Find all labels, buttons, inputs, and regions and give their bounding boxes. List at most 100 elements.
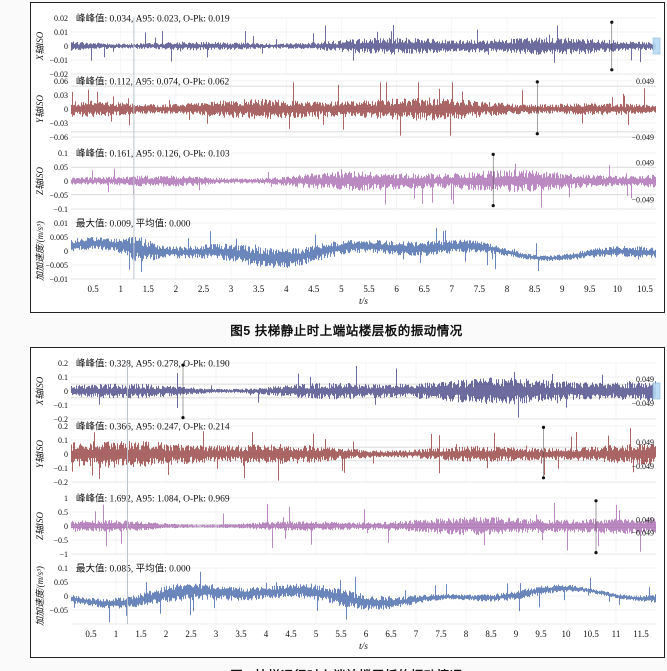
y-tick-label: 0: [64, 387, 68, 396]
panel-z-iso: 0.049 −0.049 峰峰值: 0.161, A95: 0.126, O-Pk:…: [35, 148, 656, 214]
x-tick-label: 9: [560, 284, 565, 294]
x-tick-label: 3: [229, 284, 234, 294]
y-tick-label: 0.05: [54, 163, 68, 172]
y-tick-label: −1: [59, 550, 68, 559]
x-tick-label: 10.5: [583, 629, 599, 639]
peak-marker-dot-bottom: [535, 132, 539, 136]
threshold-label-pos: 0.049: [636, 516, 654, 525]
waveform-trace: [71, 25, 656, 63]
y-tick-label: 0: [64, 105, 68, 114]
y-tick-label: 0.05: [54, 578, 68, 587]
waveform-trace: [71, 503, 656, 552]
y-tick-label: 0.1: [58, 149, 68, 158]
y-tick-label: 0.03: [54, 91, 68, 100]
selection-highlight: [652, 382, 661, 400]
threshold-label-pos: 0.049: [636, 158, 654, 167]
y-axis-label: 加加速度/(m/s³): [35, 221, 45, 281]
panel-jerk: 最大值: 0.009, 平均值: 0.000 0.01 0.005 0 −0.005 −0…: [35, 218, 656, 284]
x-tick-label: 6: [394, 284, 399, 294]
waveform-trace: [71, 163, 656, 208]
y-tick-label: −0.06: [49, 133, 68, 142]
y-tick-label: −0.01: [49, 56, 68, 65]
x-tick-label: 4.5: [285, 629, 297, 639]
y-tick-label: −0.02: [49, 70, 68, 79]
y-tick-label: 1: [64, 494, 68, 503]
figure-6-caption: 图6 扶梯运行时上端站楼层板的振动情况: [30, 665, 663, 671]
peak-marker-dot-top: [594, 499, 598, 503]
y-tick-label: 0.2: [58, 422, 68, 431]
x-tick-label: 1: [118, 284, 123, 294]
y-tick-label: 0: [64, 177, 68, 186]
x-tick-label: 7: [450, 284, 455, 294]
y-tick-label: −0.2: [53, 415, 68, 424]
waveform-trace: [71, 571, 656, 623]
figure-6-frame: 0.049 −0.049 峰峰值: 0.328, A95: 0.278, O-Pk:…: [30, 347, 665, 658]
panel-annotation: 最大值: 0.009, 平均值: 0.000: [76, 218, 191, 230]
y-tick-label: 0.2: [58, 359, 68, 368]
y-tick-label: 0.1: [58, 373, 68, 382]
waveform-trace: [71, 82, 656, 136]
x-tick-label: 11: [612, 629, 621, 639]
x-tick-label: 10: [613, 284, 623, 294]
x-tick-label: 11.5: [633, 629, 649, 639]
x-tick-label: 5.5: [335, 629, 347, 639]
x-tick-label: 8: [505, 284, 510, 294]
peak-marker-dot-bottom: [594, 551, 598, 555]
y-tick-label: −0.005: [45, 261, 68, 270]
figure-5: 峰峰值: 0.034, A95: 0.023, O-Pk: 0.019 0.02 0…: [30, 0, 665, 339]
y-tick-label: −0.1: [53, 401, 68, 410]
panel-x-iso: 峰峰值: 0.034, A95: 0.023, O-Pk: 0.019 0.02 0…: [35, 13, 661, 79]
figure-6-chart: 0.049 −0.049 峰峰值: 0.328, A95: 0.278, O-Pk:…: [35, 358, 661, 652]
threshold-label-neg: −0.049: [631, 399, 654, 408]
y-axis-label: 加加速度/(m/s³): [35, 566, 45, 626]
x-tick-label: 0.5: [87, 284, 99, 294]
x-tick-label: 1.5: [143, 284, 155, 294]
y-tick-label: 0: [64, 592, 68, 601]
x-tick-label: 3.5: [235, 629, 247, 639]
peak-marker-dot-top: [535, 80, 539, 84]
y-tick-label: 0.005: [50, 233, 68, 242]
panel-y-iso: 0.049 −0.049 峰峰值: 0.112, A95: 0.074, O-Pk:…: [35, 76, 656, 142]
y-axis-label: Y轴ISO: [35, 95, 45, 124]
peak-marker-dot-bottom: [181, 416, 185, 420]
x-tick-label: 7.5: [474, 284, 486, 294]
figure-6: 0.049 −0.049 峰峰值: 0.328, A95: 0.278, O-Pk:…: [30, 345, 665, 671]
x-tick-label: 3: [214, 629, 219, 639]
x-tick-label: 7: [414, 629, 419, 639]
y-tick-label: −0.1: [53, 205, 68, 214]
threshold-label-neg: −0.049: [631, 196, 654, 205]
x-tick-label: 8.5: [529, 284, 541, 294]
x-tick-label: 9: [514, 629, 519, 639]
y-tick-label: 0: [64, 42, 68, 51]
panel-annotation: 峰峰值: 0.161, A95: 0.126, O-Pk: 0.103: [76, 148, 230, 160]
x-axis-label: t/s: [359, 642, 368, 652]
threshold-label-pos: 0.049: [636, 77, 654, 86]
panel-annotation: 峰峰值: 1.692, A95: 1.084, O-Pk: 0.969: [76, 493, 230, 505]
selection-highlight: [652, 37, 661, 55]
y-tick-label: 0.1: [58, 436, 68, 445]
x-tick-label: 6: [364, 629, 369, 639]
x-tick-label: 4.5: [308, 284, 320, 294]
x-tick-label: 4: [264, 629, 269, 639]
threshold-label-pos: 0.049: [636, 375, 654, 384]
x-tick-label: 2.5: [185, 629, 197, 639]
peak-marker-dot-top: [491, 152, 495, 156]
x-tick-label: 8: [464, 629, 469, 639]
y-tick-label: 0: [64, 450, 68, 459]
x-tick-label: 1: [114, 629, 119, 639]
threshold-label-neg: −0.049: [631, 462, 654, 471]
x-tick-label: 10: [562, 629, 572, 639]
y-axis-label: Y轴ISO: [35, 440, 45, 469]
x-tick-label: 2.5: [198, 284, 210, 294]
y-tick-label: 0.02: [54, 14, 68, 23]
y-tick-label: −0.01: [49, 275, 68, 284]
y-tick-label: 0.1: [58, 564, 68, 573]
y-tick-label: −0.05: [49, 606, 68, 615]
x-tick-label: 10.5: [637, 284, 653, 294]
x-tick-label: 9.5: [535, 629, 547, 639]
y-tick-label: −0.05: [49, 191, 68, 200]
peak-marker-dot-bottom: [541, 476, 546, 480]
x-tick-label: 8.5: [485, 629, 497, 639]
panel-annotation: 峰峰值: 0.112, A95: 0.074, O-Pk: 0.062: [76, 76, 229, 88]
